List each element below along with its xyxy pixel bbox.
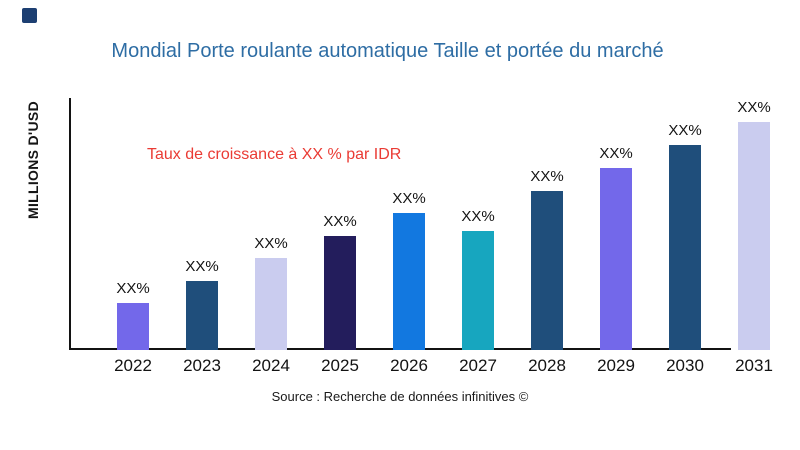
x-tick-label-2024: 2024 xyxy=(252,356,290,375)
bar-value-label-2022: XX% xyxy=(116,280,150,297)
bar-2031 xyxy=(738,122,770,350)
bar-2023 xyxy=(186,281,218,350)
x-tick-label-2025: 2025 xyxy=(321,356,359,375)
logo-mark xyxy=(22,8,37,23)
bar-value-label-2024: XX% xyxy=(254,235,288,252)
bar-value-label-2027: XX% xyxy=(461,208,495,225)
bar-value-label-2028: XX% xyxy=(530,168,564,185)
bar-value-label-2030: XX% xyxy=(668,122,702,139)
bar-2030 xyxy=(669,145,701,350)
growth-rate-annotation: Taux de croissance à XX % par IDR xyxy=(147,146,402,163)
x-tick-label-2027: 2027 xyxy=(459,356,497,375)
x-tick-label-2028: 2028 xyxy=(528,356,566,375)
page-title: Mondial Porte roulante automatique Taill… xyxy=(111,40,664,62)
bar-2026 xyxy=(393,213,425,350)
bar-2024 xyxy=(255,258,287,350)
bar-value-label-2026: XX% xyxy=(392,190,426,207)
x-tick-label-2031: 2031 xyxy=(735,356,773,375)
bar-2029 xyxy=(600,168,632,350)
bar-value-label-2023: XX% xyxy=(185,258,219,275)
bar-2022 xyxy=(117,303,149,350)
x-tick-label-2026: 2026 xyxy=(390,356,428,375)
x-tick-label-2023: 2023 xyxy=(183,356,221,375)
source-attribution: Source : Recherche de données infinitive… xyxy=(271,389,529,404)
bar-2025 xyxy=(324,236,356,350)
x-tick-label-2022: 2022 xyxy=(114,356,152,375)
bar-2027 xyxy=(462,231,494,350)
y-axis-line xyxy=(69,98,71,350)
bar-2028 xyxy=(531,191,563,350)
bar-value-label-2031: XX% xyxy=(737,99,771,116)
bar-value-label-2029: XX% xyxy=(599,145,633,162)
bar-value-label-2025: XX% xyxy=(323,213,357,230)
y-axis-label: MILLIONS D'USD xyxy=(25,101,41,219)
x-tick-label-2030: 2030 xyxy=(666,356,704,375)
x-tick-label-2029: 2029 xyxy=(597,356,635,375)
